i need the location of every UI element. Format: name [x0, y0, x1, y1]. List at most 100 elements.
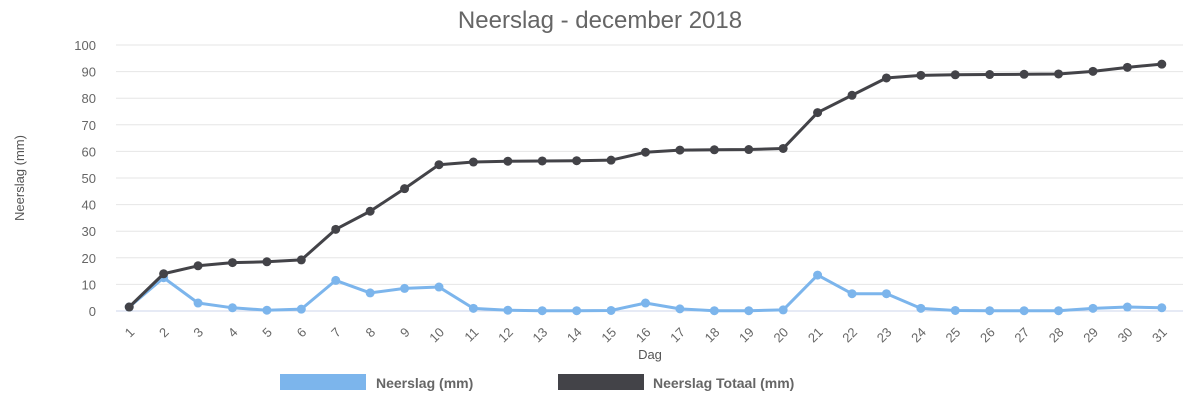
series-neerslag-totaal-point[interactable] [1157, 59, 1167, 69]
y-tick-label: 0 [89, 304, 96, 319]
series-neerslag-totaal-point[interactable] [1054, 69, 1064, 79]
series-neerslag-totaal-point[interactable] [881, 73, 891, 83]
series-neerslag-totaal-point[interactable] [503, 156, 513, 166]
x-tick-label: 11 [461, 325, 481, 345]
x-tick-label: 31 [1149, 325, 1170, 346]
y-axis-ticks: 0 10 20 30 40 50 60 70 80 90 100 [74, 38, 96, 319]
x-tick-label: 3 [190, 325, 206, 341]
legend-item-neerslag[interactable]: Neerslag (mm) [280, 374, 473, 391]
series-neerslag-totaal-point[interactable] [572, 156, 582, 166]
series-neerslag-point[interactable] [813, 270, 823, 280]
y-tick-label: 70 [82, 118, 96, 133]
series-neerslag-point[interactable] [400, 283, 410, 293]
series-neerslag-point[interactable] [572, 306, 582, 316]
x-tick-label: 9 [397, 325, 413, 341]
series-neerslag-point[interactable] [227, 303, 237, 313]
series-neerslag-totaal-point[interactable] [159, 269, 169, 279]
y-tick-label: 90 [82, 65, 96, 80]
series-neerslag-totaal-point[interactable] [227, 258, 237, 268]
series-neerslag-point[interactable] [1122, 302, 1132, 312]
legend-item-neerslag-totaal[interactable]: Neerslag Totaal (mm) [558, 374, 794, 391]
series-neerslag-point[interactable] [916, 303, 926, 313]
series-neerslag-totaal-point[interactable] [916, 70, 926, 80]
x-tick-label: 8 [363, 325, 379, 341]
x-tick-label: 15 [598, 325, 619, 346]
x-axis-label: Dag [638, 347, 662, 362]
series-neerslag-totaal-point[interactable] [1088, 66, 1098, 76]
series-neerslag-totaal-point[interactable] [434, 160, 444, 170]
series-neerslag-totaal-point[interactable] [813, 108, 823, 118]
x-tick-label: 20 [770, 325, 791, 346]
y-tick-label: 20 [82, 251, 96, 266]
x-tick-label: 2 [156, 325, 172, 341]
x-tick-label: 25 [943, 325, 964, 346]
chart-title: Neerslag - december 2018 [458, 7, 742, 34]
series-neerslag-point[interactable] [675, 304, 685, 314]
series-neerslag-point[interactable] [950, 305, 960, 315]
series-neerslag-totaal-point[interactable] [400, 184, 410, 194]
series-neerslag-totaal-point[interactable] [537, 156, 547, 166]
series-neerslag-totaal-point[interactable] [985, 70, 995, 80]
series-neerslag-point[interactable] [331, 275, 341, 285]
series-neerslag-totaal-point[interactable] [1122, 62, 1132, 72]
series-neerslag-point[interactable] [1019, 306, 1029, 316]
series-neerslag-totaal-point[interactable] [709, 145, 719, 155]
series-neerslag-point[interactable] [434, 282, 444, 292]
series-neerslag-point[interactable] [1157, 303, 1167, 313]
x-tick-label: 13 [530, 325, 551, 346]
series-neerslag-totaal-point[interactable] [606, 155, 616, 165]
series-neerslag-totaal-point[interactable] [744, 145, 754, 155]
x-tick-label: 5 [259, 325, 275, 341]
x-tick-label: 1 [122, 325, 138, 341]
x-tick-label: 4 [225, 325, 241, 341]
series-neerslag-totaal-point[interactable] [296, 255, 306, 265]
series-neerslag-totaal-point[interactable] [641, 147, 650, 157]
series-neerslag-totaal [124, 59, 1167, 312]
series-neerslag-point[interactable] [985, 306, 995, 316]
x-tick-label: 21 [805, 325, 826, 346]
series-neerslag-totaal-point[interactable] [778, 143, 788, 153]
series-neerslag-totaal-point[interactable] [262, 257, 272, 267]
series-neerslag-point[interactable] [847, 289, 857, 299]
series-neerslag-totaal-line [127, 62, 1164, 309]
x-tick-label: 24 [908, 325, 929, 346]
legend-swatch-neerslag-totaal [558, 374, 644, 390]
series-neerslag-point[interactable] [468, 303, 478, 313]
x-tick-label: 29 [1080, 325, 1101, 346]
series-neerslag-point[interactable] [709, 306, 719, 316]
x-tick-label: 28 [1046, 325, 1067, 346]
series-neerslag-totaal-point[interactable] [365, 206, 375, 216]
series-neerslag-point[interactable] [537, 306, 547, 316]
x-tick-label: 17 [667, 325, 688, 346]
series-neerslag-totaal-point[interactable] [675, 145, 685, 155]
series-neerslag-point[interactable] [262, 305, 272, 315]
x-tick-label: 22 [839, 325, 860, 346]
series-neerslag-totaal-point[interactable] [1019, 69, 1029, 79]
series-neerslag-point[interactable] [778, 305, 788, 315]
x-tick-label: 16 [633, 325, 654, 346]
series-neerslag-point[interactable] [1054, 306, 1064, 316]
series-neerslag-point[interactable] [744, 306, 754, 316]
series-neerslag-point[interactable] [503, 305, 513, 315]
y-tick-label: 30 [82, 224, 96, 239]
series-neerslag-point[interactable] [296, 304, 306, 314]
y-tick-label: 60 [82, 144, 96, 159]
series-neerslag-point[interactable] [1088, 303, 1098, 313]
x-tick-label: 10 [426, 325, 447, 346]
series-neerslag-totaal-point[interactable] [468, 157, 478, 167]
series-neerslag-totaal-point[interactable] [193, 261, 203, 271]
y-tick-label: 80 [82, 91, 96, 106]
legend: Neerslag (mm) Neerslag Totaal (mm) [280, 374, 794, 391]
series-neerslag-point[interactable] [193, 298, 203, 308]
series-neerslag-point[interactable] [365, 288, 375, 298]
series-neerslag-totaal-point[interactable] [124, 302, 134, 312]
series-neerslag-point[interactable] [881, 289, 891, 299]
series-neerslag-totaal-point[interactable] [847, 90, 857, 100]
series-neerslag [124, 270, 1167, 316]
series-neerslag-point[interactable] [606, 305, 616, 315]
y-tick-label: 40 [82, 198, 96, 213]
series-neerslag-totaal-point[interactable] [331, 224, 341, 234]
series-neerslag-totaal-point[interactable] [950, 70, 960, 80]
series-neerslag-point[interactable] [641, 298, 650, 308]
